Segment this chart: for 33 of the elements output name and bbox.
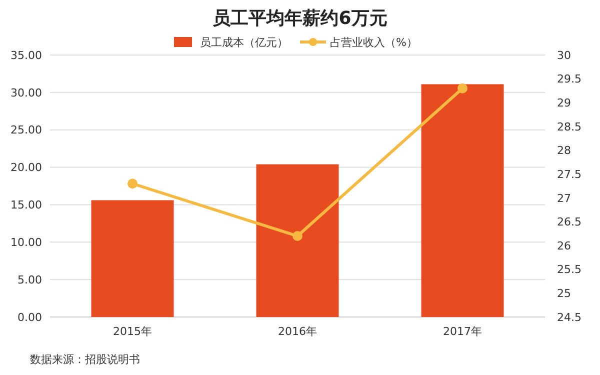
bar <box>421 84 504 317</box>
point <box>292 231 302 242</box>
x-tick-label: 2015年 <box>113 325 152 338</box>
y-tick-label: 0.00 <box>18 310 42 324</box>
y-tick-label: 10.00 <box>10 236 42 249</box>
x-tick-label: 2017年 <box>443 325 482 338</box>
y2-tick-label: 24.5 <box>557 310 582 324</box>
y2-tick-label: 30 <box>557 48 571 62</box>
point <box>128 178 138 189</box>
y-tick-label: 20.00 <box>10 161 42 174</box>
y2-tick-label: 26.5 <box>557 216 582 229</box>
legend-label: 员工成本（亿元） <box>200 36 288 49</box>
x-tick-label: 2016年 <box>278 325 317 338</box>
y-tick-label: 35.00 <box>10 48 42 62</box>
y-tick-label: 5.00 <box>18 273 42 286</box>
y2-tick-label: 25.5 <box>557 263 582 276</box>
y2-tick-label: 28 <box>557 144 571 158</box>
y2-tick-label: 25 <box>557 287 571 300</box>
y2-tick-label: 27 <box>557 192 571 205</box>
y-tick-label: 30.00 <box>10 86 42 100</box>
y-tick-label: 25.00 <box>10 124 42 137</box>
y-tick-label: 15.00 <box>10 198 42 212</box>
source-note: 数据来源：招股说明书 <box>30 353 140 366</box>
y2-tick-label: 27.5 <box>557 168 582 181</box>
bar <box>91 200 174 317</box>
y2-tick-label: 28.5 <box>557 120 582 134</box>
y2-tick-label: 29 <box>557 96 571 110</box>
chart-title: 员工平均年薪约6万元 <box>212 8 388 29</box>
bar <box>256 164 339 317</box>
y2-tick-label: 26 <box>557 239 571 252</box>
point <box>458 83 468 94</box>
legend-label: 占营业收入（%） <box>330 36 418 49</box>
y2-tick-label: 29.5 <box>557 72 582 86</box>
